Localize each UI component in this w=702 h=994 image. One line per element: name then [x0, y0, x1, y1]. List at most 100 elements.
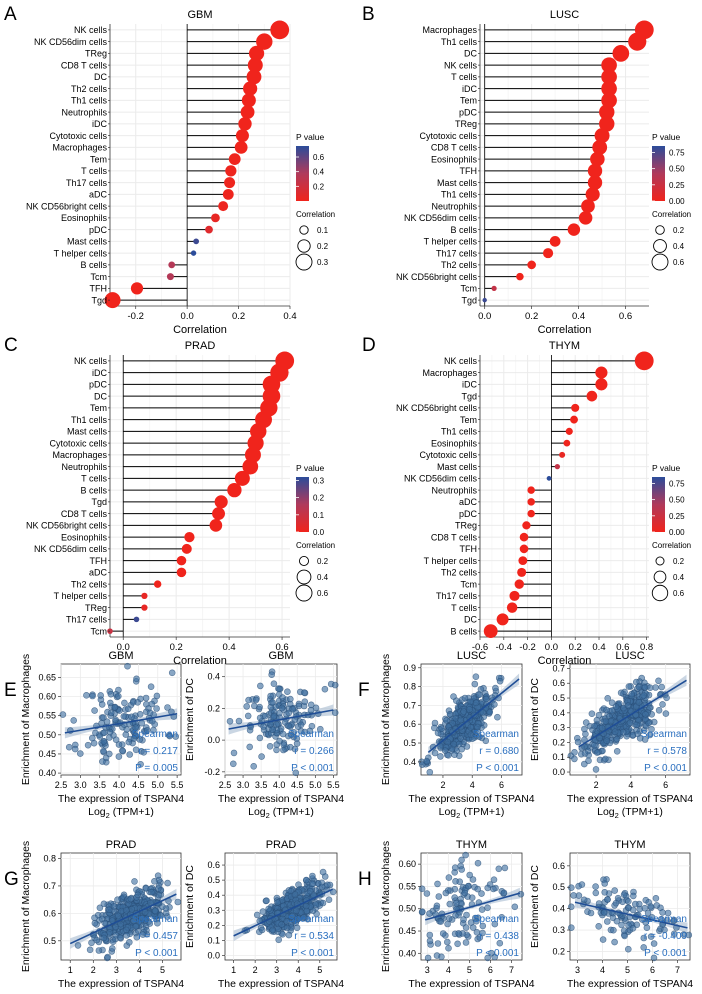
category-label: B cells	[450, 225, 477, 235]
scatter-point	[91, 707, 98, 714]
category-label: T cells	[451, 72, 477, 82]
category-label: NK CD56bright cells	[26, 521, 108, 531]
x-tick-label: 4	[446, 965, 451, 975]
stat-p-value: P < 0.001	[291, 763, 334, 774]
category-label: Th17 cells	[436, 591, 478, 601]
scatter-point	[612, 899, 620, 907]
x-tick-label: 3.5	[255, 780, 268, 790]
lollipop-dot	[153, 580, 162, 588]
scatter-point	[444, 920, 451, 928]
plot-area	[110, 24, 290, 306]
scatter-point	[640, 944, 648, 951]
category-label: DC	[94, 391, 107, 401]
scatter-point	[501, 864, 509, 872]
scatter-point	[97, 692, 104, 699]
scatter-point	[462, 939, 470, 946]
fit-line	[64, 712, 178, 734]
x-tick-label: 0.4	[223, 642, 236, 653]
scatter-point	[308, 880, 316, 888]
stat-method-label: Spearman	[132, 914, 178, 925]
scatter-point	[462, 924, 470, 931]
category-label: TFH	[460, 166, 478, 176]
scatter-point	[451, 864, 459, 872]
scatter-point	[301, 698, 309, 706]
scatter-point	[95, 947, 103, 954]
scatter-point	[109, 945, 116, 952]
scatter-point	[464, 882, 472, 890]
scatter-point	[578, 881, 586, 888]
lollipop-dot	[235, 129, 249, 143]
lollipop-dot	[168, 261, 176, 269]
x-tick-label: 5	[625, 965, 630, 975]
x-tick-label: 0.2	[525, 311, 538, 322]
scatter-point	[636, 734, 644, 742]
scatter-point	[292, 769, 300, 777]
scatter-panel-E-0: Spearman r = 0.217 P = 0.005 2.5 3.0 3.5 4.0 4.…	[4, 650, 184, 820]
scatter-point	[280, 746, 287, 754]
lollipop-dot	[234, 470, 250, 486]
scatter-point	[260, 723, 267, 730]
scatter-point	[119, 747, 126, 754]
category-label: pDC	[459, 107, 478, 117]
category-label: aDC	[459, 497, 478, 507]
scatter-panel-H-6: Spearman r = 0.438 P < 0.001 3 4 5 6 7 0.40 0.45 0…	[358, 839, 535, 994]
scatter-point	[441, 747, 449, 754]
scatter-point	[291, 891, 299, 898]
fit-line	[424, 892, 521, 921]
colorbar-tick-label: 0.25	[669, 512, 685, 521]
scatter-point	[641, 904, 649, 912]
lollipop-dot	[209, 519, 223, 532]
scatter-point	[491, 953, 499, 961]
y-axis-title: Enrichment of Macrophages	[380, 841, 392, 972]
scatter-point	[136, 710, 144, 718]
panel-title: GBM	[268, 650, 293, 662]
y-tick-label: 0.50	[38, 730, 56, 740]
scatter-point	[426, 910, 433, 917]
scatter-point	[437, 753, 444, 760]
scatter-point	[96, 733, 104, 740]
scatter-point	[295, 915, 302, 923]
size-legend-label: 0.3	[317, 258, 329, 267]
scatter-point	[491, 920, 499, 928]
y-tick-label: 0.7	[43, 881, 56, 891]
category-label: TFH	[460, 544, 478, 554]
category-label: Macrophages	[52, 450, 107, 460]
scatter-point	[474, 885, 482, 893]
lollipop-dot	[559, 451, 566, 458]
scatter-point	[580, 896, 588, 904]
scatter-point	[604, 694, 612, 702]
y-tick-label: 0.45	[38, 749, 56, 759]
y-axis-title: Enrichment of DC	[529, 678, 541, 761]
scatter-point	[484, 884, 492, 892]
scatter-point	[445, 915, 453, 922]
scatter-point	[110, 903, 118, 910]
scatter-point	[246, 743, 253, 751]
scatter-point	[433, 952, 441, 959]
scatter-point	[123, 931, 130, 939]
category-label: Th17 cells	[66, 615, 108, 625]
fit-line	[233, 888, 334, 937]
category-label: DC	[94, 72, 107, 82]
category-label: Th1 cells	[71, 96, 108, 106]
scatter-point	[137, 760, 144, 768]
scatter-point	[631, 900, 639, 908]
scatter-point	[276, 685, 283, 693]
category-label: DC	[464, 615, 477, 625]
scatter-point	[300, 689, 308, 696]
lollipop-dot	[527, 509, 535, 518]
scatter-point	[138, 719, 146, 727]
panel-letter: G	[4, 869, 19, 890]
scatter-point	[268, 671, 276, 679]
lollipop-dot	[570, 415, 578, 424]
log-subscript: 2	[266, 811, 270, 820]
lollipop-dot	[218, 201, 229, 212]
x-tick-label: 0.0	[478, 311, 491, 322]
scatter-point	[418, 761, 426, 769]
scatter-point	[153, 705, 160, 712]
scatter-point	[611, 728, 619, 736]
p-value-legend: P value 0.75 0.50 0.25 0.00	[652, 463, 685, 537]
stat-method-label: Spearman	[473, 729, 519, 740]
scatter-point	[484, 954, 492, 962]
scatter-point	[319, 899, 327, 907]
